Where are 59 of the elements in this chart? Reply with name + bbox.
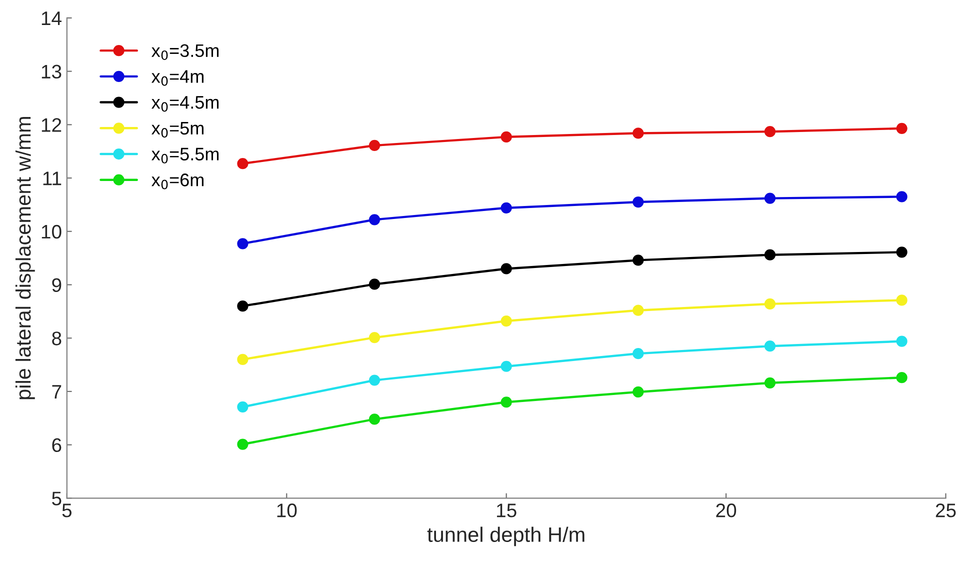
y-tick-label: 6 bbox=[52, 438, 62, 452]
y-tick-label: 10 bbox=[42, 224, 62, 239]
point bbox=[237, 158, 248, 170]
point bbox=[632, 196, 644, 208]
point bbox=[237, 300, 248, 312]
point bbox=[764, 340, 776, 352]
point bbox=[237, 438, 248, 450]
point bbox=[237, 401, 248, 412]
point bbox=[500, 315, 512, 327]
legend-label: x$_{0}$=3.5m bbox=[152, 44, 219, 60]
legend-label: x$_{0}$=4.5m bbox=[152, 96, 219, 112]
point bbox=[368, 214, 380, 226]
point bbox=[764, 249, 776, 260]
point bbox=[237, 354, 248, 365]
point bbox=[764, 192, 776, 204]
point bbox=[500, 131, 512, 142]
point bbox=[896, 372, 908, 384]
point bbox=[764, 298, 776, 310]
point bbox=[896, 246, 908, 258]
point bbox=[632, 254, 644, 266]
point bbox=[368, 332, 380, 344]
legend-label: x$_{0}$=5m bbox=[152, 122, 204, 138]
point bbox=[500, 263, 512, 274]
point bbox=[632, 128, 644, 139]
x-tick-label: 15 bbox=[497, 504, 516, 518]
point bbox=[632, 386, 644, 398]
x-tick-label: 20 bbox=[716, 504, 736, 518]
point bbox=[500, 396, 512, 408]
point bbox=[368, 414, 380, 425]
point bbox=[368, 278, 380, 290]
y-tick-label: 7 bbox=[52, 385, 62, 398]
point bbox=[237, 238, 248, 250]
y-tick-label: 14 bbox=[42, 12, 62, 25]
y-tick-label: 8 bbox=[52, 332, 62, 346]
x-tick-label: 5 bbox=[62, 504, 72, 518]
point bbox=[764, 126, 776, 138]
x-axis-title: tunnel depth H/m bbox=[427, 526, 584, 546]
legend-label: x$_{0}$=6m bbox=[152, 174, 204, 190]
x-tick-label: 10 bbox=[277, 504, 297, 518]
point bbox=[500, 360, 512, 372]
y-axis-title: pile lateral displacement w/mm bbox=[15, 117, 35, 400]
point bbox=[368, 374, 380, 386]
point bbox=[896, 122, 908, 134]
x-tick-label: 25 bbox=[936, 504, 956, 518]
y-tick-label: 5 bbox=[52, 492, 62, 506]
y-tick-label: 13 bbox=[42, 64, 62, 79]
point bbox=[896, 336, 908, 347]
point bbox=[368, 140, 380, 152]
point bbox=[500, 202, 512, 214]
point bbox=[896, 191, 908, 202]
y-tick-label: 11 bbox=[43, 172, 62, 186]
point bbox=[896, 294, 908, 306]
point bbox=[764, 377, 776, 388]
point bbox=[632, 304, 644, 316]
legend-label: x$_{0}$=4m bbox=[152, 70, 204, 86]
legend-label: x$_{0}$=5.5m bbox=[152, 148, 219, 164]
point bbox=[632, 348, 644, 360]
y-tick-label: 12 bbox=[42, 118, 62, 132]
y-tick-label: 9 bbox=[52, 278, 62, 292]
